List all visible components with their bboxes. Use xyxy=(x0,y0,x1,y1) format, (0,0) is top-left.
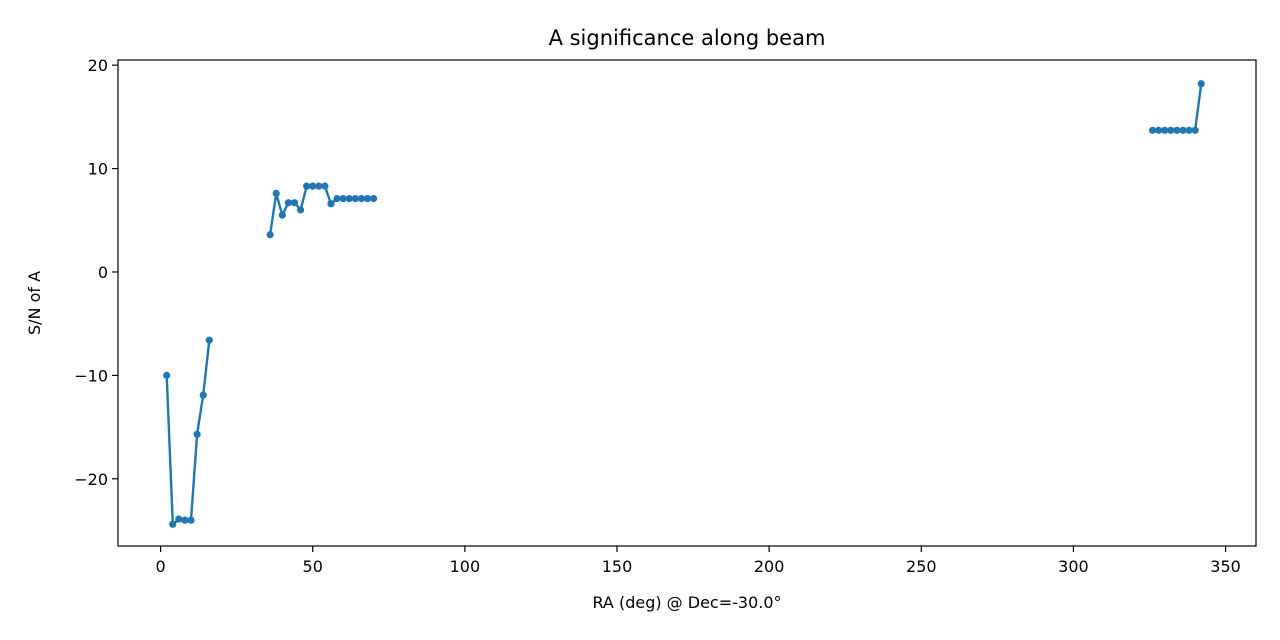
data-point xyxy=(327,200,335,208)
data-point xyxy=(1161,126,1169,134)
data-point xyxy=(284,199,292,207)
data-point xyxy=(363,194,372,203)
y-tick-label: 20 xyxy=(88,56,108,75)
x-tick-label: 0 xyxy=(156,557,166,576)
data-point xyxy=(339,194,347,203)
chart-title: A significance along beam xyxy=(549,26,826,50)
data-point xyxy=(1155,126,1163,134)
y-tick-label: 0 xyxy=(98,263,108,282)
data-point xyxy=(175,515,183,523)
data-point xyxy=(351,194,359,203)
data-point xyxy=(321,182,329,190)
y-axis: −20 −10 0 10 20 xyxy=(74,56,118,489)
x-tick-label: 100 xyxy=(450,557,481,576)
data-point xyxy=(193,430,201,438)
data-point xyxy=(345,194,353,203)
data-point xyxy=(1179,126,1187,134)
x-tick-label: 150 xyxy=(602,557,633,576)
y-tick-label: −20 xyxy=(74,470,108,489)
data-point xyxy=(187,516,195,524)
x-tick-label: 350 xyxy=(1210,557,1241,576)
data-point xyxy=(266,231,274,239)
data-point xyxy=(199,391,207,399)
data-point xyxy=(1185,126,1193,134)
data-point xyxy=(1197,80,1205,88)
y-tick-label: −10 xyxy=(74,366,108,385)
data-point xyxy=(309,182,317,190)
y-axis-label: S/N of A xyxy=(25,271,44,335)
data-point xyxy=(205,336,213,344)
data-point xyxy=(1191,126,1199,134)
data-point xyxy=(278,211,286,219)
data-point xyxy=(333,194,341,203)
data-point xyxy=(357,194,366,203)
data-point xyxy=(303,182,311,190)
plot-frame xyxy=(117,59,1257,547)
data-point xyxy=(1167,126,1175,134)
x-tick-label: 50 xyxy=(303,557,323,576)
data-point xyxy=(272,189,280,197)
data-point xyxy=(181,516,189,524)
data-point xyxy=(1148,126,1157,134)
data-point xyxy=(163,371,171,379)
series xyxy=(163,80,1205,528)
x-axis: 0 50 100 150 200 250 300 350 xyxy=(156,546,1241,576)
data-point xyxy=(296,206,305,214)
data-point xyxy=(1173,126,1181,134)
x-tick-label: 300 xyxy=(1058,557,1089,576)
x-axis-label: RA (deg) @ Dec=-30.0° xyxy=(592,593,781,612)
data-point xyxy=(169,520,177,528)
data-point xyxy=(369,194,378,203)
data-point xyxy=(315,182,323,190)
data-point xyxy=(290,199,299,207)
x-tick-label: 250 xyxy=(906,557,937,576)
y-tick-label: 10 xyxy=(88,160,108,179)
x-tick-label: 200 xyxy=(754,557,785,576)
